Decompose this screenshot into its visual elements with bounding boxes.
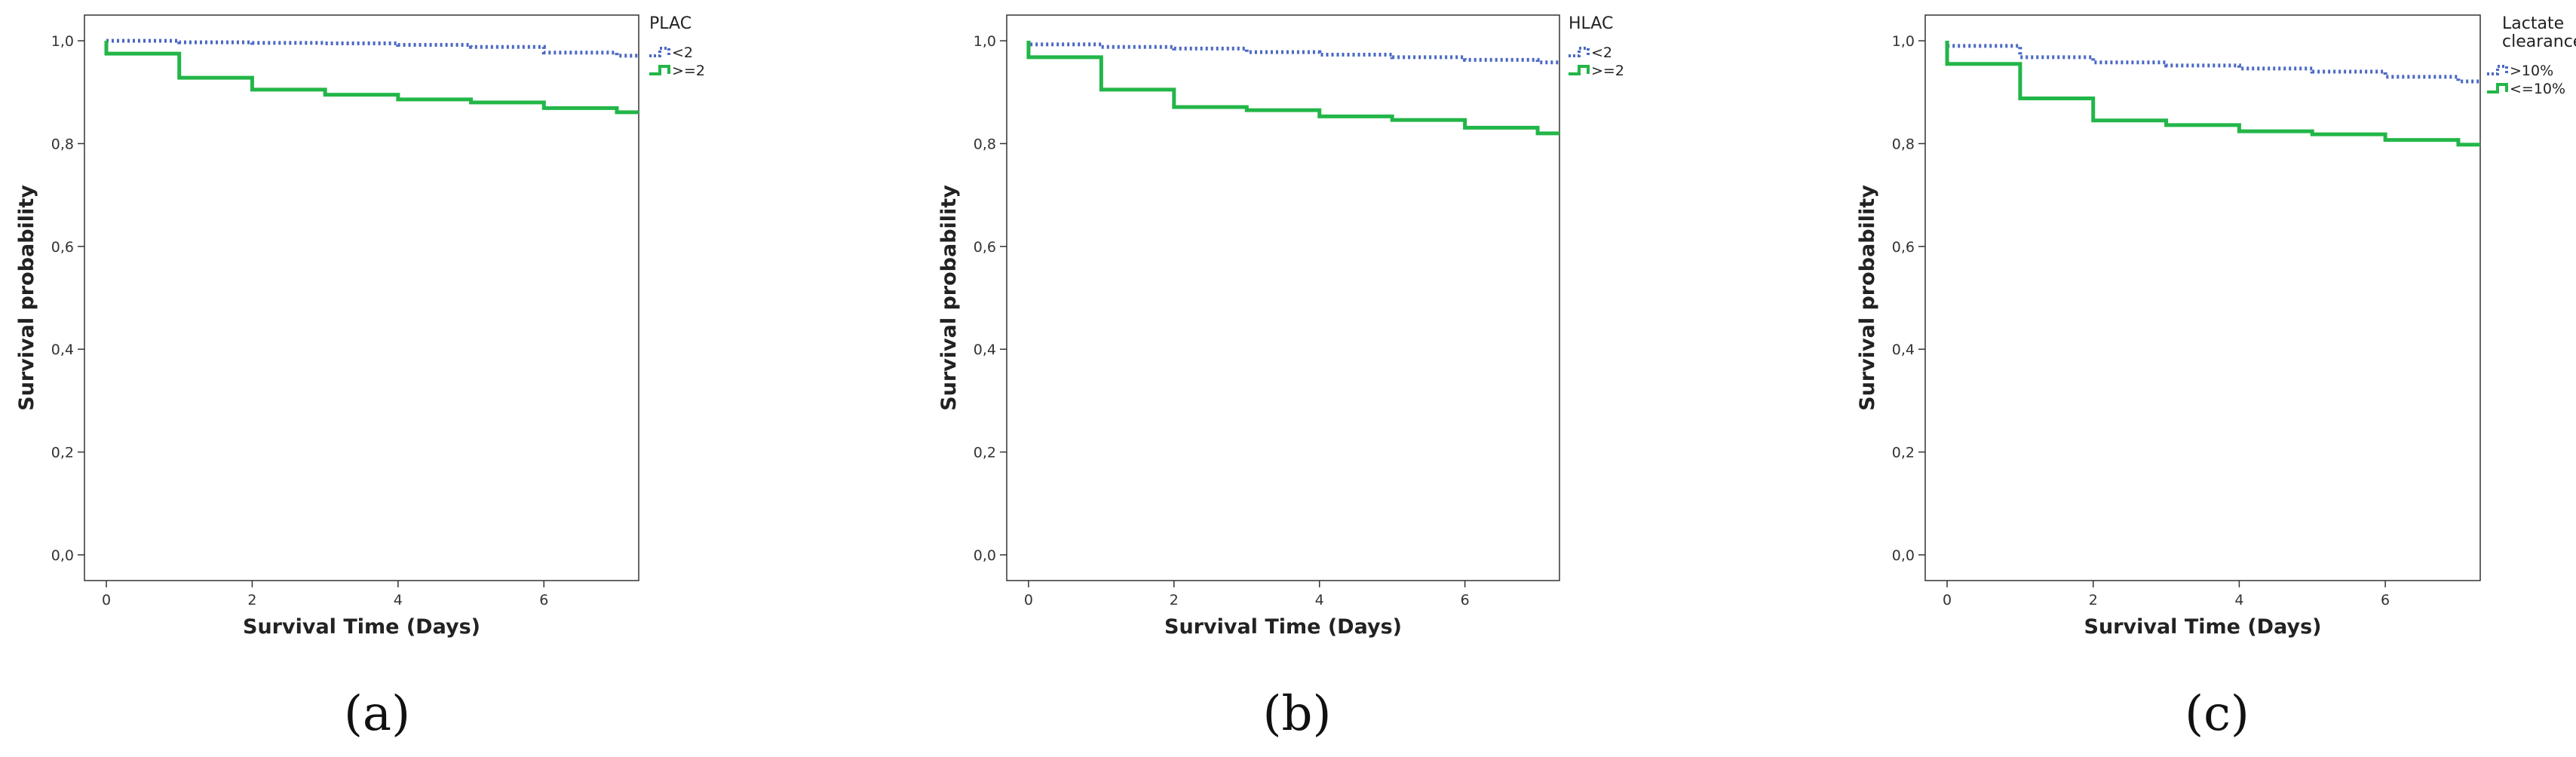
- legend-title: HLAC: [1569, 14, 1613, 33]
- x-tick-label: 2: [2089, 592, 2098, 608]
- legend-label: >10%: [2510, 63, 2553, 79]
- y-axis-title: Survival probability: [937, 185, 961, 411]
- series-line-comparison: [1026, 41, 1559, 136]
- y-axis-title: Survival probability: [1856, 185, 1879, 411]
- chart-panel-b: 0,0 0,2 0,4 0,6 0,8 1,0 0 2 4 6 Survival Time (Day…: [937, 14, 1624, 742]
- legend-label: >=2: [672, 63, 705, 79]
- x-tick-label: 0: [102, 592, 111, 608]
- plot-frame: [1924, 14, 2481, 581]
- legend-title: clearance: [2502, 32, 2576, 51]
- panel-label: (a): [344, 686, 410, 742]
- series-line-comparison: [1945, 41, 2480, 147]
- x-tick-label: 2: [247, 592, 256, 608]
- y-tick-label: 0,8: [974, 136, 996, 152]
- y-tick-label: 0,8: [1892, 136, 1915, 152]
- y-tick-label: 0,4: [974, 342, 996, 358]
- y-tick-label: 0,6: [1892, 239, 1915, 256]
- legend-swatch: [1569, 47, 1590, 57]
- series-line-reference: [1945, 41, 2480, 84]
- legend-title: Lactate: [2502, 14, 2564, 33]
- y-tick-label: 0,4: [51, 342, 74, 358]
- y-tick-label: 0,2: [51, 445, 74, 461]
- x-tick-label: 4: [1315, 592, 1324, 608]
- legend-swatch: [2487, 65, 2508, 75]
- x-tick-label: 6: [1461, 592, 1470, 608]
- x-axis-title: Survival Time (Days): [2084, 615, 2322, 639]
- legend-title: PLAC: [649, 14, 692, 33]
- legend-label: <=10%: [2510, 81, 2565, 97]
- plot-frame: [1006, 14, 1560, 581]
- legend-swatch: [649, 47, 670, 57]
- legend-label: <2: [1591, 44, 1612, 61]
- series-line-reference: [1026, 41, 1559, 65]
- y-tick-label: 0,0: [51, 547, 74, 564]
- y-axis-title: Survival probability: [15, 185, 38, 411]
- y-tick-label: 0,2: [1892, 445, 1915, 461]
- legend-label: >=2: [1591, 63, 1624, 79]
- y-tick-label: 0,2: [974, 445, 996, 461]
- legend-swatch: [1569, 65, 1590, 75]
- y-tick-label: 1,0: [51, 33, 74, 50]
- x-tick-label: 0: [1024, 592, 1033, 608]
- panel-label: (b): [1263, 686, 1332, 742]
- x-tick-label: 2: [1170, 592, 1179, 608]
- x-tick-label: 6: [539, 592, 548, 608]
- x-tick-label: 0: [1943, 592, 1952, 608]
- x-tick-label: 4: [2234, 592, 2243, 608]
- y-tick-label: 0,6: [51, 239, 74, 256]
- legend-label: <2: [672, 44, 693, 61]
- x-tick-label: 4: [394, 592, 403, 608]
- y-tick-label: 0,4: [1892, 342, 1915, 358]
- y-tick-label: 1,0: [1892, 33, 1915, 50]
- legend-swatch: [649, 65, 670, 75]
- plot-frame: [84, 14, 639, 581]
- y-tick-label: 1,0: [974, 33, 996, 50]
- x-tick-label: 6: [2381, 592, 2390, 608]
- panel-label: (c): [2185, 686, 2249, 742]
- x-axis-title: Survival Time (Days): [1164, 615, 1402, 639]
- series-line-comparison: [104, 41, 639, 115]
- chart-panel-a: 0,0 0,2 0,4 0,6 0,8 1,0 0 2 4 6 Survival Time (Day…: [15, 14, 705, 742]
- y-tick-label: 0,6: [974, 239, 996, 256]
- y-tick-label: 0,0: [1892, 547, 1915, 564]
- y-tick-label: 0,0: [974, 547, 996, 564]
- chart-panel-c: 0,0 0,2 0,4 0,6 0,8 1,0 0 2 4 6 Survival Time (Day…: [1856, 14, 2576, 742]
- legend-swatch: [2487, 83, 2508, 93]
- series-line-reference: [106, 38, 639, 58]
- x-axis-title: Survival Time (Days): [243, 615, 480, 639]
- y-tick-label: 0,8: [51, 136, 74, 152]
